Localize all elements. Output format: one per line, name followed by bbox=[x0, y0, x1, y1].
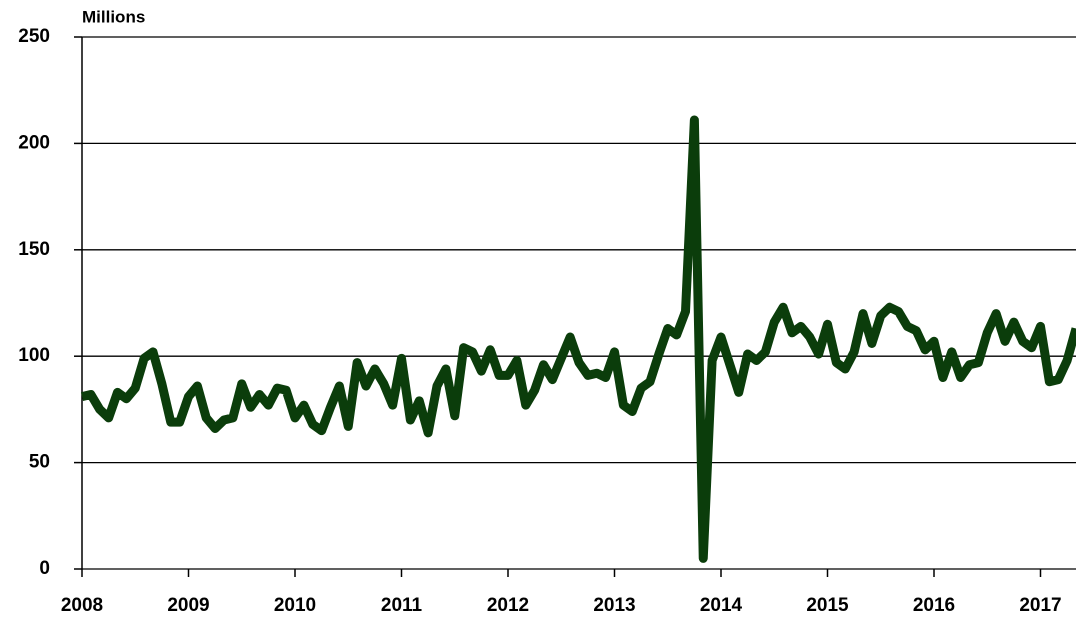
x-tick-label: 2017 bbox=[1019, 595, 1061, 616]
x-tick-label: 2016 bbox=[913, 595, 955, 616]
y-tick-label: 100 bbox=[18, 345, 50, 366]
y-tick-label: 150 bbox=[18, 239, 50, 260]
y-tick-label: 50 bbox=[29, 452, 50, 473]
x-tick-label: 2015 bbox=[806, 595, 849, 616]
y-tick-label: 0 bbox=[39, 558, 50, 579]
x-tick-label: 2011 bbox=[381, 595, 423, 616]
x-tick-label: 2008 bbox=[61, 595, 103, 616]
x-tick-label: 2009 bbox=[167, 595, 209, 616]
y-axis-label: Millions bbox=[82, 7, 145, 26]
x-tick-label: 2014 bbox=[700, 595, 743, 616]
x-tick-label: 2010 bbox=[274, 595, 316, 616]
x-tick-label: 2012 bbox=[487, 595, 529, 616]
y-tick-label: 250 bbox=[18, 26, 50, 47]
x-tick-label: 2013 bbox=[593, 595, 635, 616]
y-tick-label: 200 bbox=[18, 132, 50, 153]
data-line bbox=[80, 115, 1076, 563]
